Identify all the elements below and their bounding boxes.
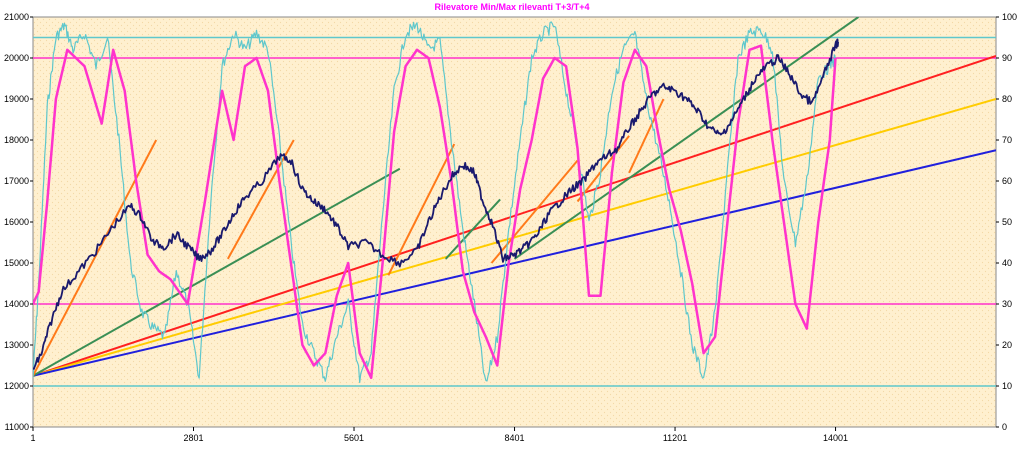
y-left-tick-label: 20000 xyxy=(4,53,29,63)
x-tick-label: 11201 xyxy=(663,433,687,443)
trend-line xyxy=(33,55,996,377)
x-tick-label: 1 xyxy=(30,433,35,443)
series-line xyxy=(33,21,837,384)
y-right-tick-label: 20 xyxy=(1002,340,1012,350)
trend-line xyxy=(33,98,996,377)
y-left-tick-label: 12000 xyxy=(4,381,29,391)
y-left-tick-label: 15000 xyxy=(4,258,29,268)
chart-title: Rilevatore Min/Max rilevanti T+3/T+4 xyxy=(434,2,590,12)
y-right-tick-label: 30 xyxy=(1002,299,1012,309)
trend-line xyxy=(490,159,579,264)
y-right-tick-label: 80 xyxy=(1002,94,1012,104)
y-right-tick-label: 100 xyxy=(1002,12,1017,22)
x-tick-label: 5601 xyxy=(344,433,364,443)
series-line xyxy=(33,38,840,370)
y-left-tick-label: 18000 xyxy=(4,135,29,145)
x-tick-label: 14001 xyxy=(823,433,848,443)
y-left-tick-label: 13000 xyxy=(4,340,29,350)
x-tick-label: 2801 xyxy=(183,433,203,443)
y-right-tick-label: 40 xyxy=(1002,258,1012,268)
trend-line xyxy=(33,167,401,377)
trend-line xyxy=(576,135,630,203)
y-left-tick-label: 16000 xyxy=(4,217,29,227)
y-right-tick-label: 60 xyxy=(1002,176,1012,186)
trend-line xyxy=(513,17,859,260)
y-right-tick-label: 50 xyxy=(1002,217,1012,227)
x-tick-label: 8401 xyxy=(505,433,525,443)
trend-line xyxy=(387,143,456,276)
y-left-tick-label: 21000 xyxy=(4,12,29,22)
trend-line xyxy=(226,139,295,260)
series-line xyxy=(33,44,837,380)
y-right-tick-label: 70 xyxy=(1002,135,1012,145)
trend-line xyxy=(628,98,665,174)
y-right-tick-label: 10 xyxy=(1002,381,1012,391)
trend-line xyxy=(444,198,501,260)
y-left-tick-label: 11000 xyxy=(5,422,29,432)
y-left-tick-label: 19000 xyxy=(4,94,29,104)
y-left-tick-label: 14000 xyxy=(4,299,29,309)
y-left-tick-label: 17000 xyxy=(4,176,29,186)
y-right-tick-label: 90 xyxy=(1002,53,1012,63)
y-right-tick-label: 0 xyxy=(1002,422,1007,432)
